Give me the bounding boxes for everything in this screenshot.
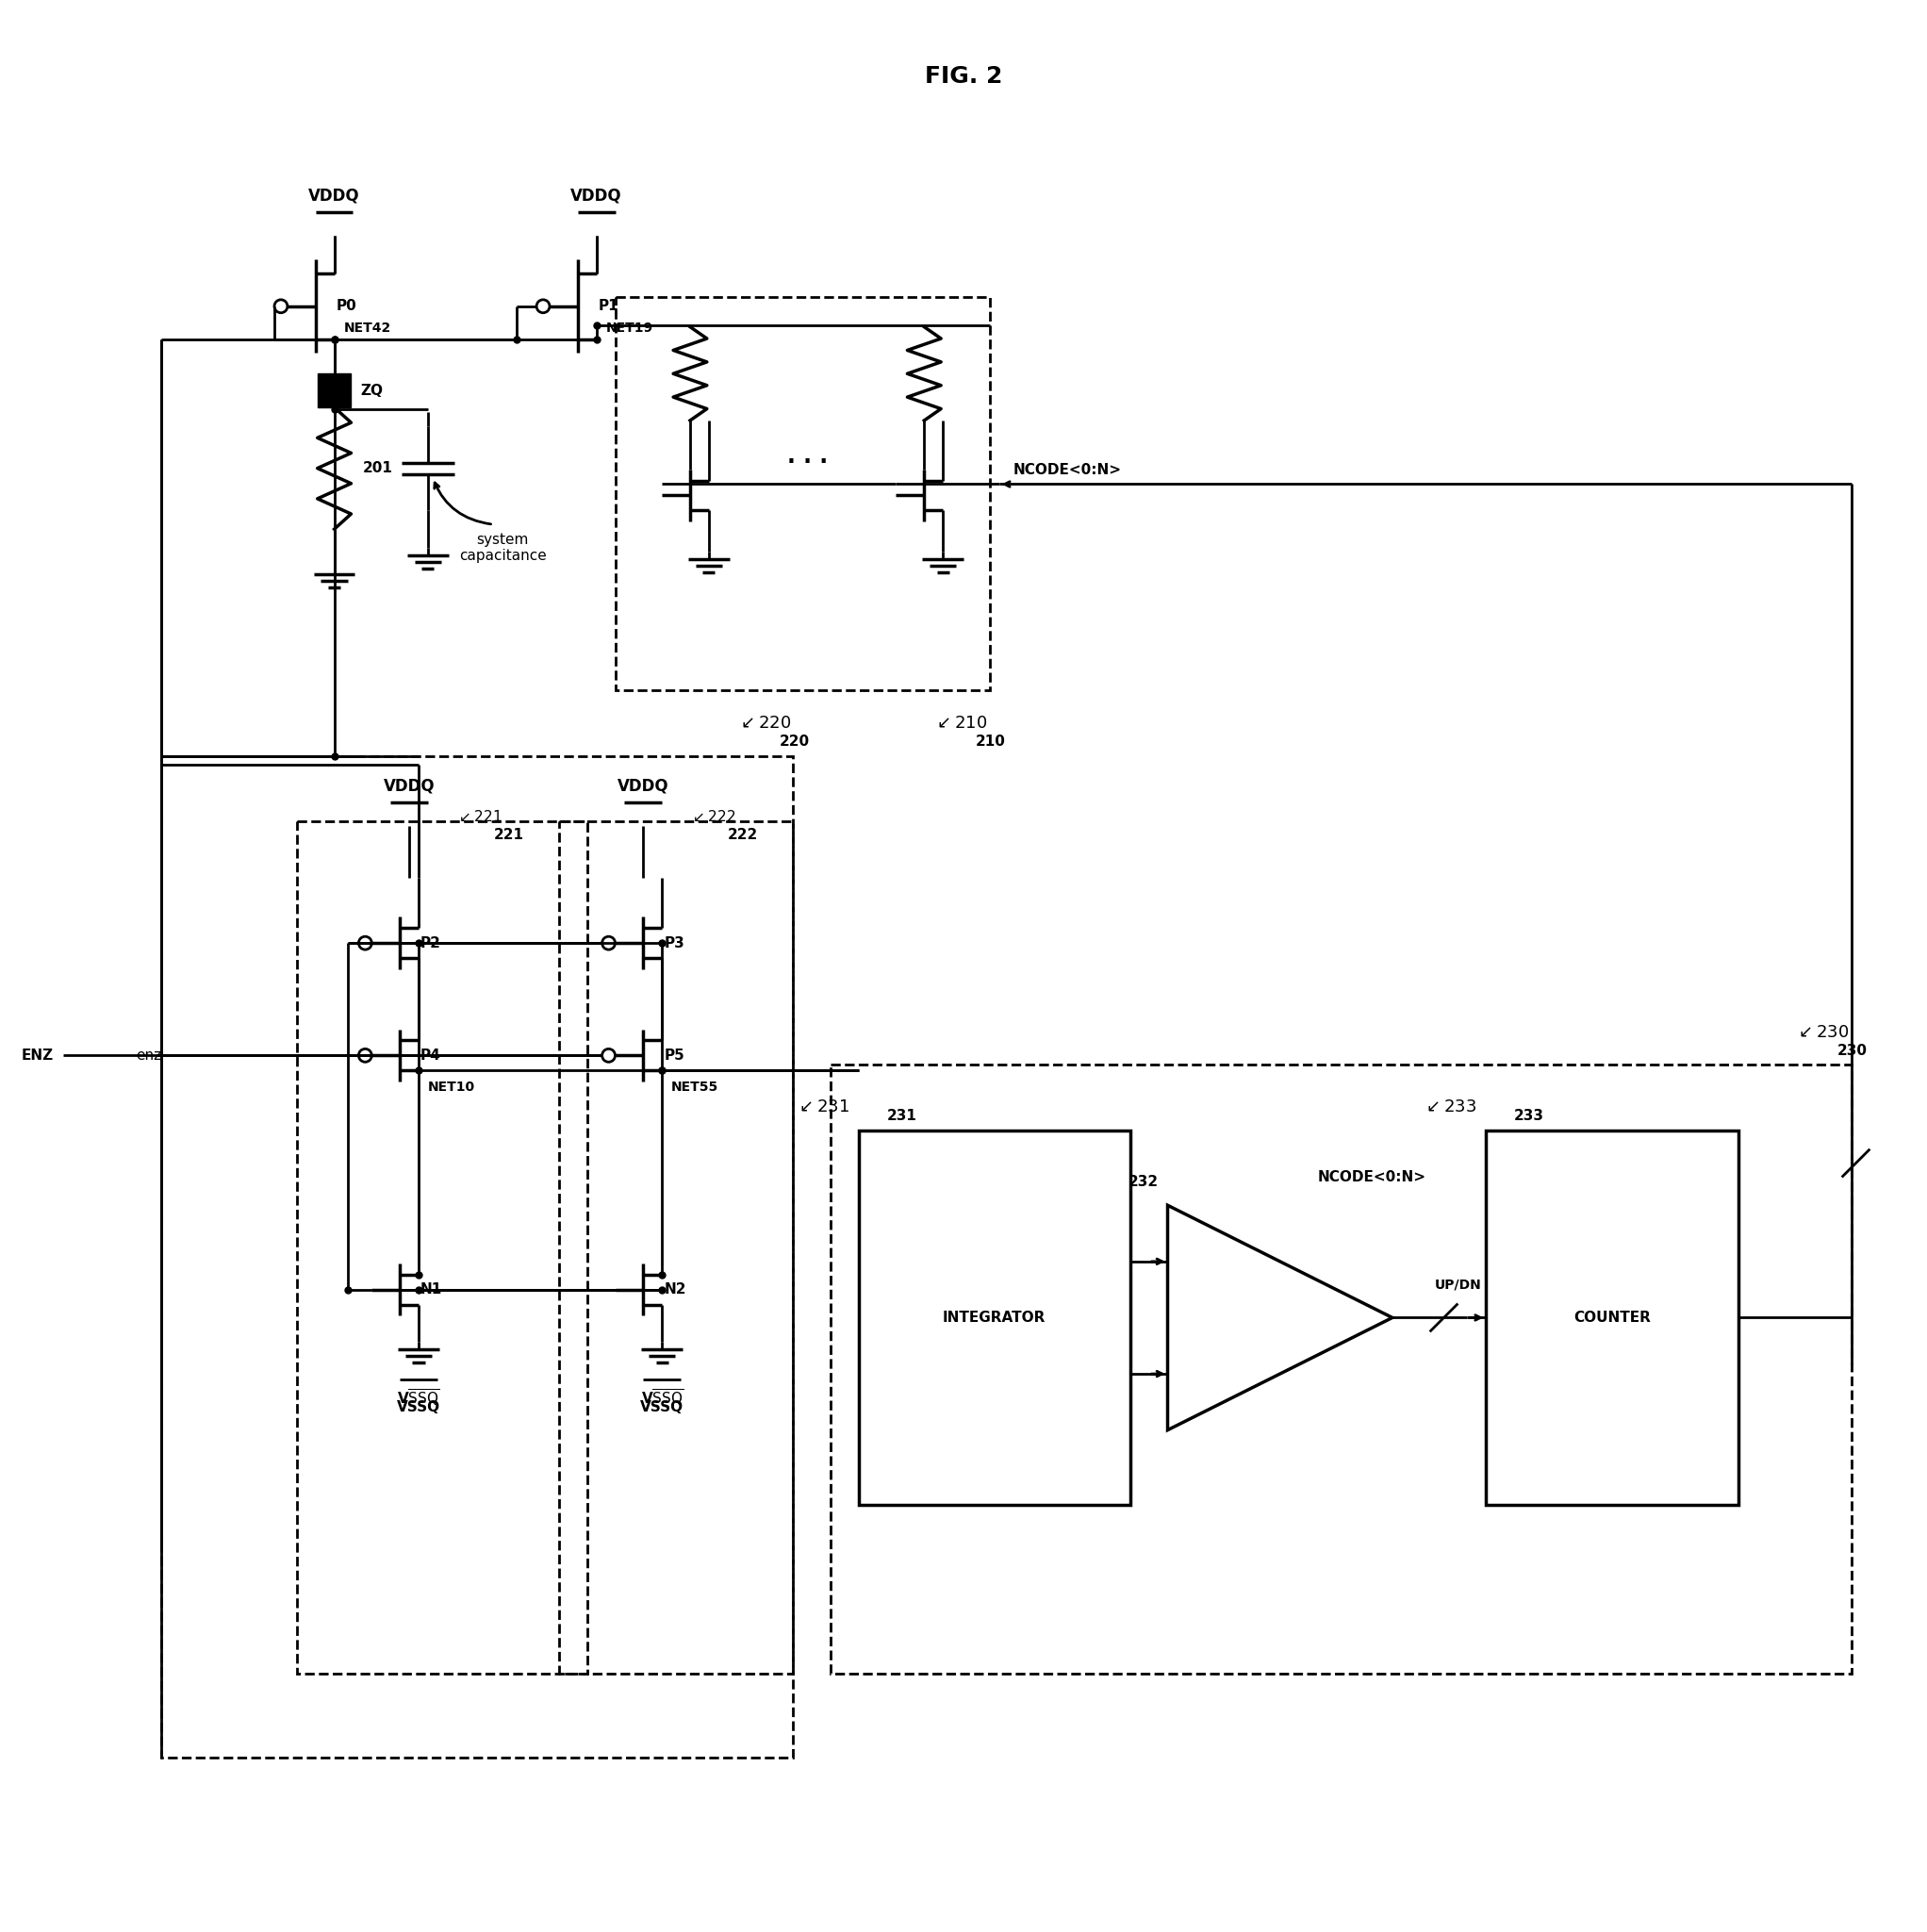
Bar [318, 373, 351, 408]
Text: 232: 232 [1127, 1175, 1158, 1188]
Text: INTEGRATOR: INTEGRATOR [942, 1310, 1046, 1325]
Text: enz: enz [135, 1049, 162, 1063]
Text: 201: 201 [362, 462, 393, 475]
Text: NET42: NET42 [343, 321, 391, 334]
Text: $\swarrow$233: $\swarrow$233 [1422, 1099, 1476, 1115]
Text: P2: P2 [420, 935, 441, 951]
Text: VDDQ: VDDQ [570, 187, 622, 205]
Text: COUNTER: COUNTER [1574, 1310, 1651, 1325]
Text: N2: N2 [665, 1283, 686, 1296]
Text: NCODE<0:N>: NCODE<0:N> [1318, 1171, 1426, 1184]
Text: UP/DN: UP/DN [1434, 1279, 1482, 1291]
Bar [1486, 1130, 1738, 1505]
Text: P5: P5 [665, 1049, 684, 1063]
Bar [297, 821, 588, 1673]
Text: P3: P3 [665, 935, 684, 951]
Text: system
capacitance: system capacitance [459, 533, 547, 562]
Text: 220: 220 [779, 734, 809, 750]
Bar [859, 1130, 1129, 1505]
Text: V$\overline{\rm SSQ}$: V$\overline{\rm SSQ}$ [640, 1387, 684, 1408]
Text: NET55: NET55 [671, 1080, 719, 1094]
Text: P0: P0 [335, 299, 356, 313]
Text: NCODE<0:N>: NCODE<0:N> [1014, 464, 1122, 477]
Text: VSSQ: VSSQ [397, 1401, 439, 1414]
Bar [162, 755, 794, 1758]
Text: 233: 233 [1515, 1109, 1544, 1122]
Text: 222: 222 [728, 829, 757, 842]
Bar [831, 1065, 1852, 1673]
Text: $\swarrow$220: $\swarrow$220 [736, 715, 790, 732]
Text: ENZ: ENZ [21, 1049, 54, 1063]
Text: . . .: . . . [786, 444, 827, 468]
Text: $\swarrow$210: $\swarrow$210 [933, 715, 987, 732]
Text: V$\overline{\rm SSQ}$: V$\overline{\rm SSQ}$ [397, 1387, 439, 1408]
Text: $\swarrow$231: $\swarrow$231 [796, 1099, 850, 1115]
Text: N1: N1 [420, 1283, 443, 1296]
Text: 230: 230 [1836, 1043, 1867, 1059]
Text: NET19: NET19 [605, 321, 653, 334]
Text: 221: 221 [493, 829, 524, 842]
Text: VDDQ: VDDQ [617, 777, 669, 794]
Text: FIG. 2: FIG. 2 [925, 66, 1002, 89]
Text: VDDQ: VDDQ [383, 777, 436, 794]
Text: $\swarrow$221: $\swarrow$221 [457, 810, 501, 825]
Text: ZQ: ZQ [360, 383, 383, 398]
Bar [615, 298, 990, 690]
Text: P4: P4 [420, 1049, 441, 1063]
Bar [559, 821, 794, 1673]
Text: $\swarrow$222: $\swarrow$222 [690, 810, 736, 825]
Text: 231: 231 [886, 1109, 917, 1122]
Text: P1: P1 [597, 299, 619, 313]
Text: VDDQ: VDDQ [308, 187, 360, 205]
Text: 210: 210 [975, 734, 1006, 750]
Text: $\swarrow$230: $\swarrow$230 [1794, 1024, 1848, 1041]
Text: NET10: NET10 [428, 1080, 476, 1094]
Text: VSSQ: VSSQ [640, 1401, 684, 1414]
